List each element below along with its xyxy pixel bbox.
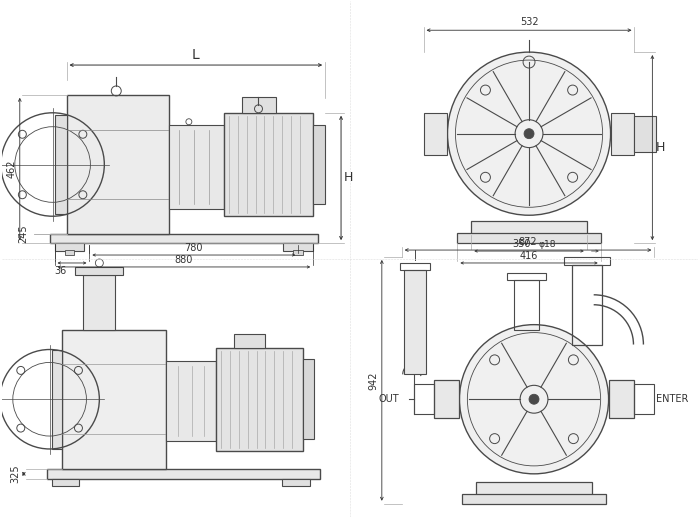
Bar: [457, 233, 601, 243]
Bar: [83, 275, 116, 329]
Bar: [166, 362, 216, 441]
Text: 780: 780: [185, 243, 203, 253]
Text: 350: 350: [512, 239, 531, 249]
Text: 942: 942: [369, 371, 379, 390]
Circle shape: [459, 325, 608, 474]
Bar: [608, 380, 634, 418]
Bar: [64, 250, 74, 255]
Bar: [414, 384, 433, 414]
Bar: [216, 348, 303, 451]
Bar: [303, 359, 314, 439]
Text: H: H: [655, 141, 665, 154]
Bar: [62, 329, 166, 469]
Text: ENTER: ENTER: [657, 394, 689, 404]
Text: 462: 462: [7, 160, 17, 178]
Bar: [55, 115, 66, 214]
Bar: [508, 273, 546, 280]
Text: 872: 872: [519, 237, 538, 247]
Circle shape: [447, 52, 610, 215]
Text: 416: 416: [520, 251, 538, 261]
Bar: [76, 267, 123, 275]
Bar: [610, 113, 634, 154]
Bar: [224, 113, 313, 216]
Circle shape: [524, 128, 534, 139]
Bar: [476, 482, 592, 496]
Bar: [634, 384, 655, 414]
Text: H: H: [344, 171, 354, 184]
Text: 880: 880: [175, 255, 193, 265]
Bar: [424, 113, 447, 154]
Bar: [55, 243, 85, 251]
Text: 36: 36: [55, 266, 66, 276]
Bar: [404, 270, 426, 375]
Bar: [50, 234, 318, 243]
Text: φ18: φ18: [539, 240, 556, 249]
Text: L: L: [192, 48, 199, 62]
Text: 325: 325: [10, 465, 21, 483]
Bar: [400, 263, 430, 270]
Bar: [169, 125, 224, 209]
Bar: [433, 380, 459, 418]
Bar: [463, 494, 606, 503]
Text: 245: 245: [19, 225, 29, 243]
Bar: [572, 265, 601, 344]
Circle shape: [529, 394, 539, 404]
Bar: [52, 350, 62, 449]
Bar: [241, 97, 276, 113]
Bar: [634, 116, 657, 152]
Bar: [471, 221, 587, 235]
Bar: [564, 257, 610, 265]
Text: OUT: OUT: [378, 394, 399, 404]
Bar: [514, 280, 539, 329]
Bar: [284, 243, 313, 251]
Bar: [66, 95, 169, 234]
Bar: [282, 479, 310, 486]
Text: 532: 532: [519, 17, 538, 27]
Bar: [234, 334, 265, 348]
Bar: [47, 469, 320, 479]
Bar: [52, 479, 80, 486]
Bar: [313, 125, 325, 204]
Bar: [293, 250, 303, 255]
